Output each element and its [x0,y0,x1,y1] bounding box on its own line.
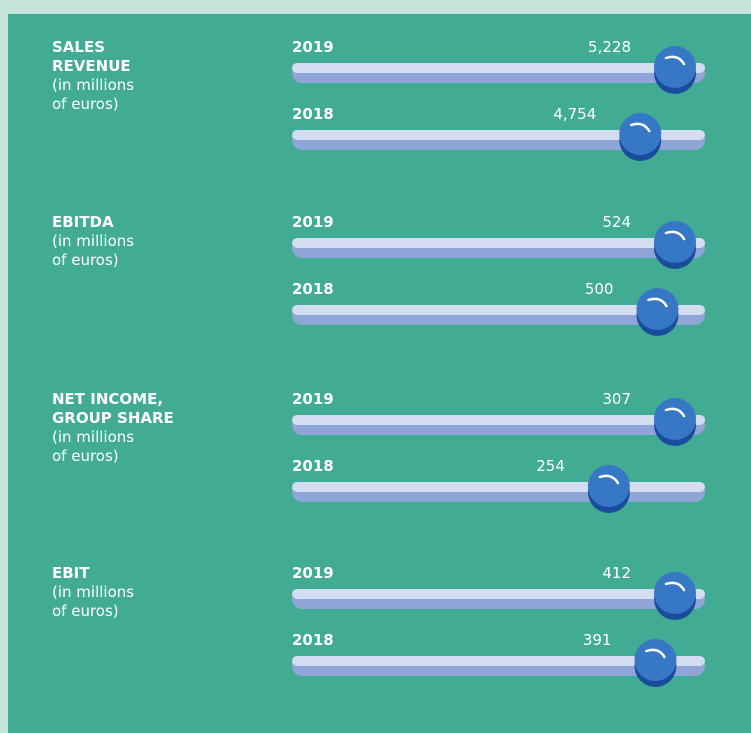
metric-note: (in millions [52,76,134,94]
knob [619,113,662,155]
track-top [292,238,705,248]
knob [654,572,696,614]
year-label: 2018 [292,457,334,475]
metric-note: (in millions [52,428,134,446]
knob-highlight [664,55,686,66]
metric-note: of euros) [52,95,119,113]
value-label: 4,754 [553,105,596,123]
track-top [292,305,705,315]
value-label: 254 [536,457,565,475]
knob-highlight [645,648,666,659]
year-label: 2019 [292,38,334,56]
track-top [292,482,705,492]
value-label: 412 [602,564,631,582]
knob [654,46,696,88]
metric-note: (in millions [52,583,134,601]
year-label: 2018 [292,105,334,123]
year-label: 2019 [292,564,334,582]
knob-highlight [630,122,651,133]
metric-note: of euros) [52,602,119,620]
year-label: 2018 [292,280,334,298]
knob [654,221,696,263]
value-label: 307 [602,390,631,408]
track-top [292,656,705,666]
knob-highlight [598,474,620,485]
year-label: 2019 [292,213,334,231]
knob-highlight [664,407,686,418]
metric-note: of euros) [52,251,119,269]
year-label: 2019 [292,390,334,408]
knob [654,398,696,440]
metric-title: NET INCOME, [52,390,163,408]
metric-title: EBITDA [52,213,114,231]
year-label: 2018 [292,631,334,649]
value-label: 391 [583,631,612,649]
track-top [292,415,705,425]
metric-title: GROUP SHARE [52,409,174,427]
metric-title: REVENUE [52,57,131,75]
metric-title: EBIT [52,564,90,582]
knob [634,639,677,681]
knob [587,465,630,507]
knob-highlight [664,581,686,592]
value-label: 5,228 [588,38,631,56]
metric-note: of euros) [52,447,119,465]
track-top [292,63,705,73]
value-label: 500 [585,280,614,298]
track-top [292,589,705,599]
knob-highlight [664,230,686,241]
knob [636,288,679,330]
metric-note: (in millions [52,232,134,250]
value-label: 524 [602,213,631,231]
track-top [292,130,705,140]
knob-highlight [647,297,668,308]
metric-title: SALES [52,38,105,56]
